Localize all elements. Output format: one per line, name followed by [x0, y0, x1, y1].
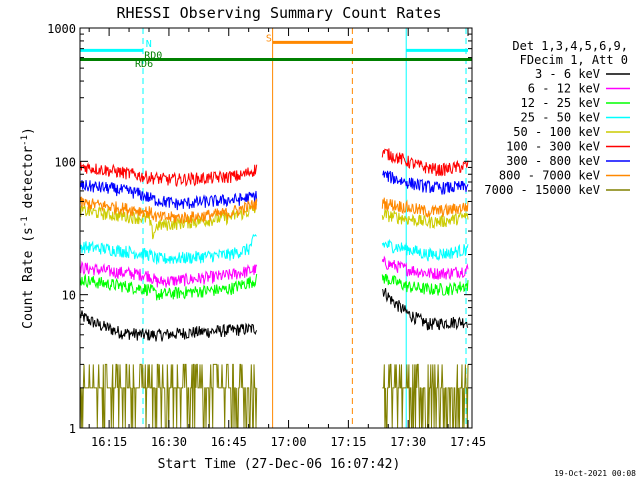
x-tick-label-0: 16:15: [91, 435, 127, 449]
plot-frame: [79, 27, 473, 429]
legend-label-5: 100 - 300 keV: [506, 140, 600, 154]
series-trace-8-0: [80, 363, 258, 429]
x-axis-ticks: 16:15 16:30 16:45 17:00 17:15 17:30 17:45: [88, 28, 486, 449]
series-trace-3-1: [381, 238, 469, 262]
y-tick-label-1: 10: [62, 289, 76, 303]
x-tick-label-1: 16:30: [151, 435, 187, 449]
series-trace-1-0: [79, 260, 258, 288]
y-axis-label: Count Rate (s-1 detector-1): [20, 127, 36, 329]
series-trace-6-1: [382, 170, 469, 195]
series-trace-5-0: [79, 160, 258, 188]
flag-label-1: RD6: [135, 59, 153, 70]
series-trace-0-0: [79, 310, 258, 342]
chart-title: RHESSI Observing Summary Count Rates: [116, 4, 441, 22]
series-trace-6-0: [79, 179, 258, 211]
series-trace-4-1: [381, 209, 469, 230]
legend-label-8: 7000 - 15000 keV: [484, 183, 600, 197]
x-tick-label-5: 17:30: [390, 435, 426, 449]
legend-header-detectors: Det 1,3,4,5,6,9,: [512, 39, 628, 53]
x-tick-label-6: 17:45: [450, 435, 486, 449]
series-trace-7-1: [381, 197, 469, 218]
y-tick-label-3: 1000: [47, 22, 76, 36]
legend-label-3: 25 - 50 keV: [521, 111, 600, 125]
flag-label-2: RD0: [144, 51, 162, 62]
y-tick-label-0: 1: [69, 422, 76, 436]
x-axis-label: Start Time (27-Dec-06 16:07:42): [158, 457, 401, 472]
legend: Det 1,3,4,5,6,9, FDecim 1, Att 0 3 - 6 k…: [484, 39, 630, 197]
flag-label-0: N: [146, 39, 152, 50]
y-tick-label-2: 100: [54, 155, 76, 169]
series-trace-2-0: [79, 273, 258, 301]
x-tick-label-4: 17:15: [330, 435, 366, 449]
y-axis-ticks: 1 10 100 1000: [47, 22, 472, 436]
legend-header-decimation: FDecim 1, Att 0: [520, 53, 628, 67]
series-trace-0-1: [381, 287, 469, 331]
series-trace-3-0: [79, 233, 257, 265]
series-trace-7-0: [79, 196, 258, 225]
series-trace-4-0: [79, 202, 258, 240]
series-trace-8-1: [382, 363, 469, 429]
footer-timestamp: 19-Oct-2021 00:08: [554, 469, 636, 478]
series-trace-1-1: [381, 255, 469, 281]
x-tick-label-3: 17:00: [270, 435, 306, 449]
series-trace-2-1: [381, 273, 469, 296]
legend-label-1: 6 - 12 keV: [528, 82, 600, 96]
flag-label-3: S: [266, 34, 272, 45]
x-tick-label-2: 16:45: [211, 435, 247, 449]
legend-label-7: 800 - 7000 keV: [499, 169, 600, 183]
series-trace-5-1: [381, 148, 469, 177]
legend-label-0: 3 - 6 keV: [535, 67, 600, 81]
legend-label-2: 12 - 25 keV: [521, 96, 600, 110]
legend-label-6: 300 - 800 keV: [506, 154, 600, 168]
legend-label-4: 50 - 100 keV: [513, 125, 600, 139]
